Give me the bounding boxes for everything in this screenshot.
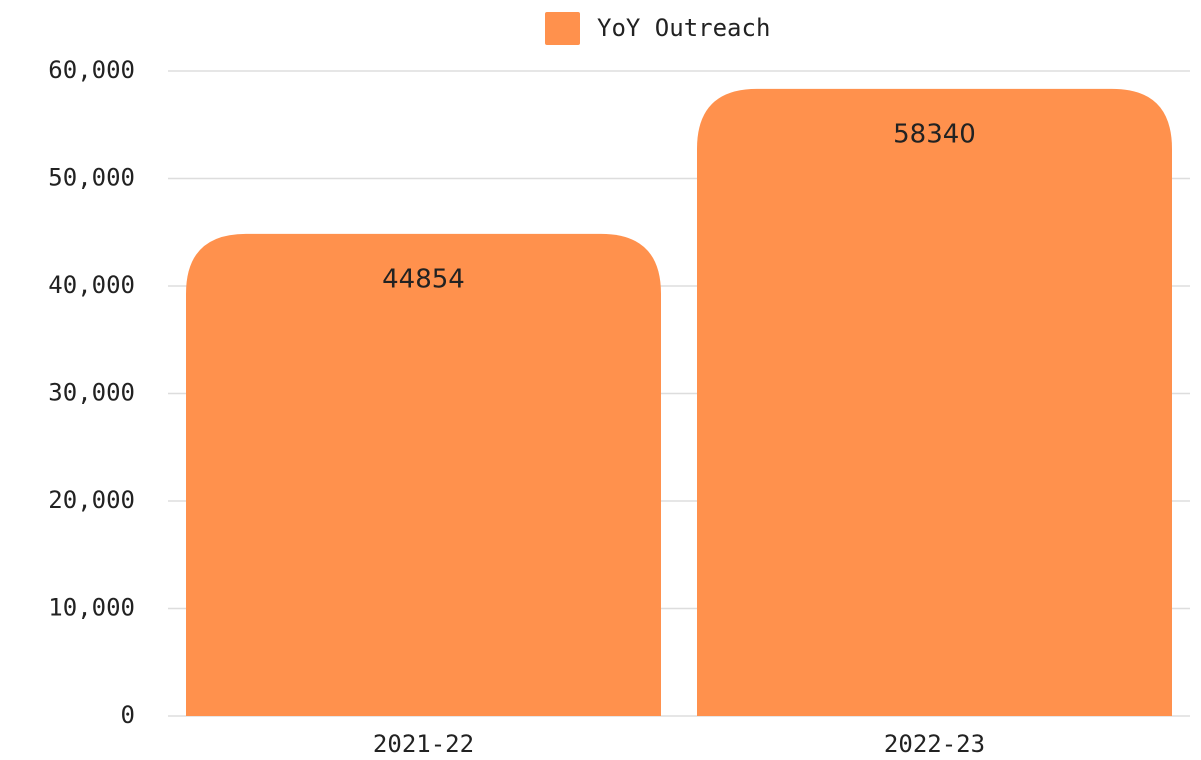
data-label: 44854 [382,264,465,294]
y-tick-label: 50,000 [48,164,135,192]
x-tick-label: 2021-22 [373,730,474,758]
bar [186,233,661,716]
y-tick-label: 0 [121,701,135,729]
y-tick-label: 40,000 [48,271,135,299]
y-tick-label: 30,000 [48,379,135,407]
bar [697,88,1172,717]
legend-label: YoY Outreach [597,14,770,42]
data-label: 58340 [893,119,976,149]
y-tick-label: 10,000 [48,594,135,622]
x-tick-label: 2022-23 [884,730,985,758]
y-tick-label: 20,000 [48,486,135,514]
y-tick-label: 60,000 [48,56,135,84]
legend-swatch [545,12,580,45]
